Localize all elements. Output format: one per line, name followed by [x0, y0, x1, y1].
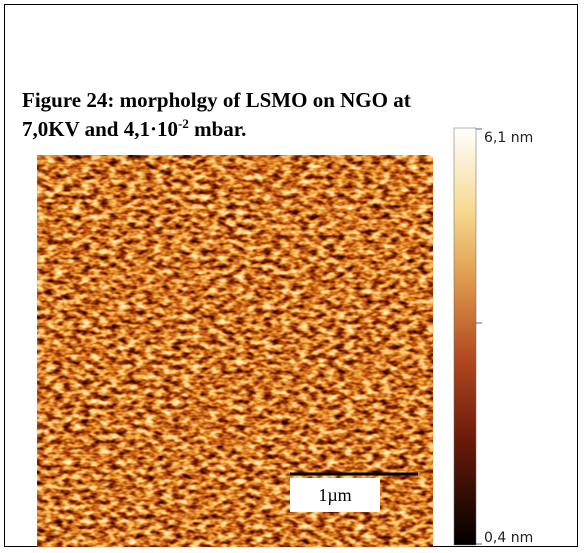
colorbar-min-label: 0,4 nm [484, 530, 533, 546]
page: {"figure": { "caption": {"line1": "Figur… [0, 0, 584, 553]
afm-figure: 1µm 6,1 nm 0,4 nm [0, 0, 584, 553]
colorbar [454, 128, 476, 545]
colorbar-max-label: 6,1 nm [484, 130, 533, 146]
scale-label: 1µm [318, 485, 351, 505]
